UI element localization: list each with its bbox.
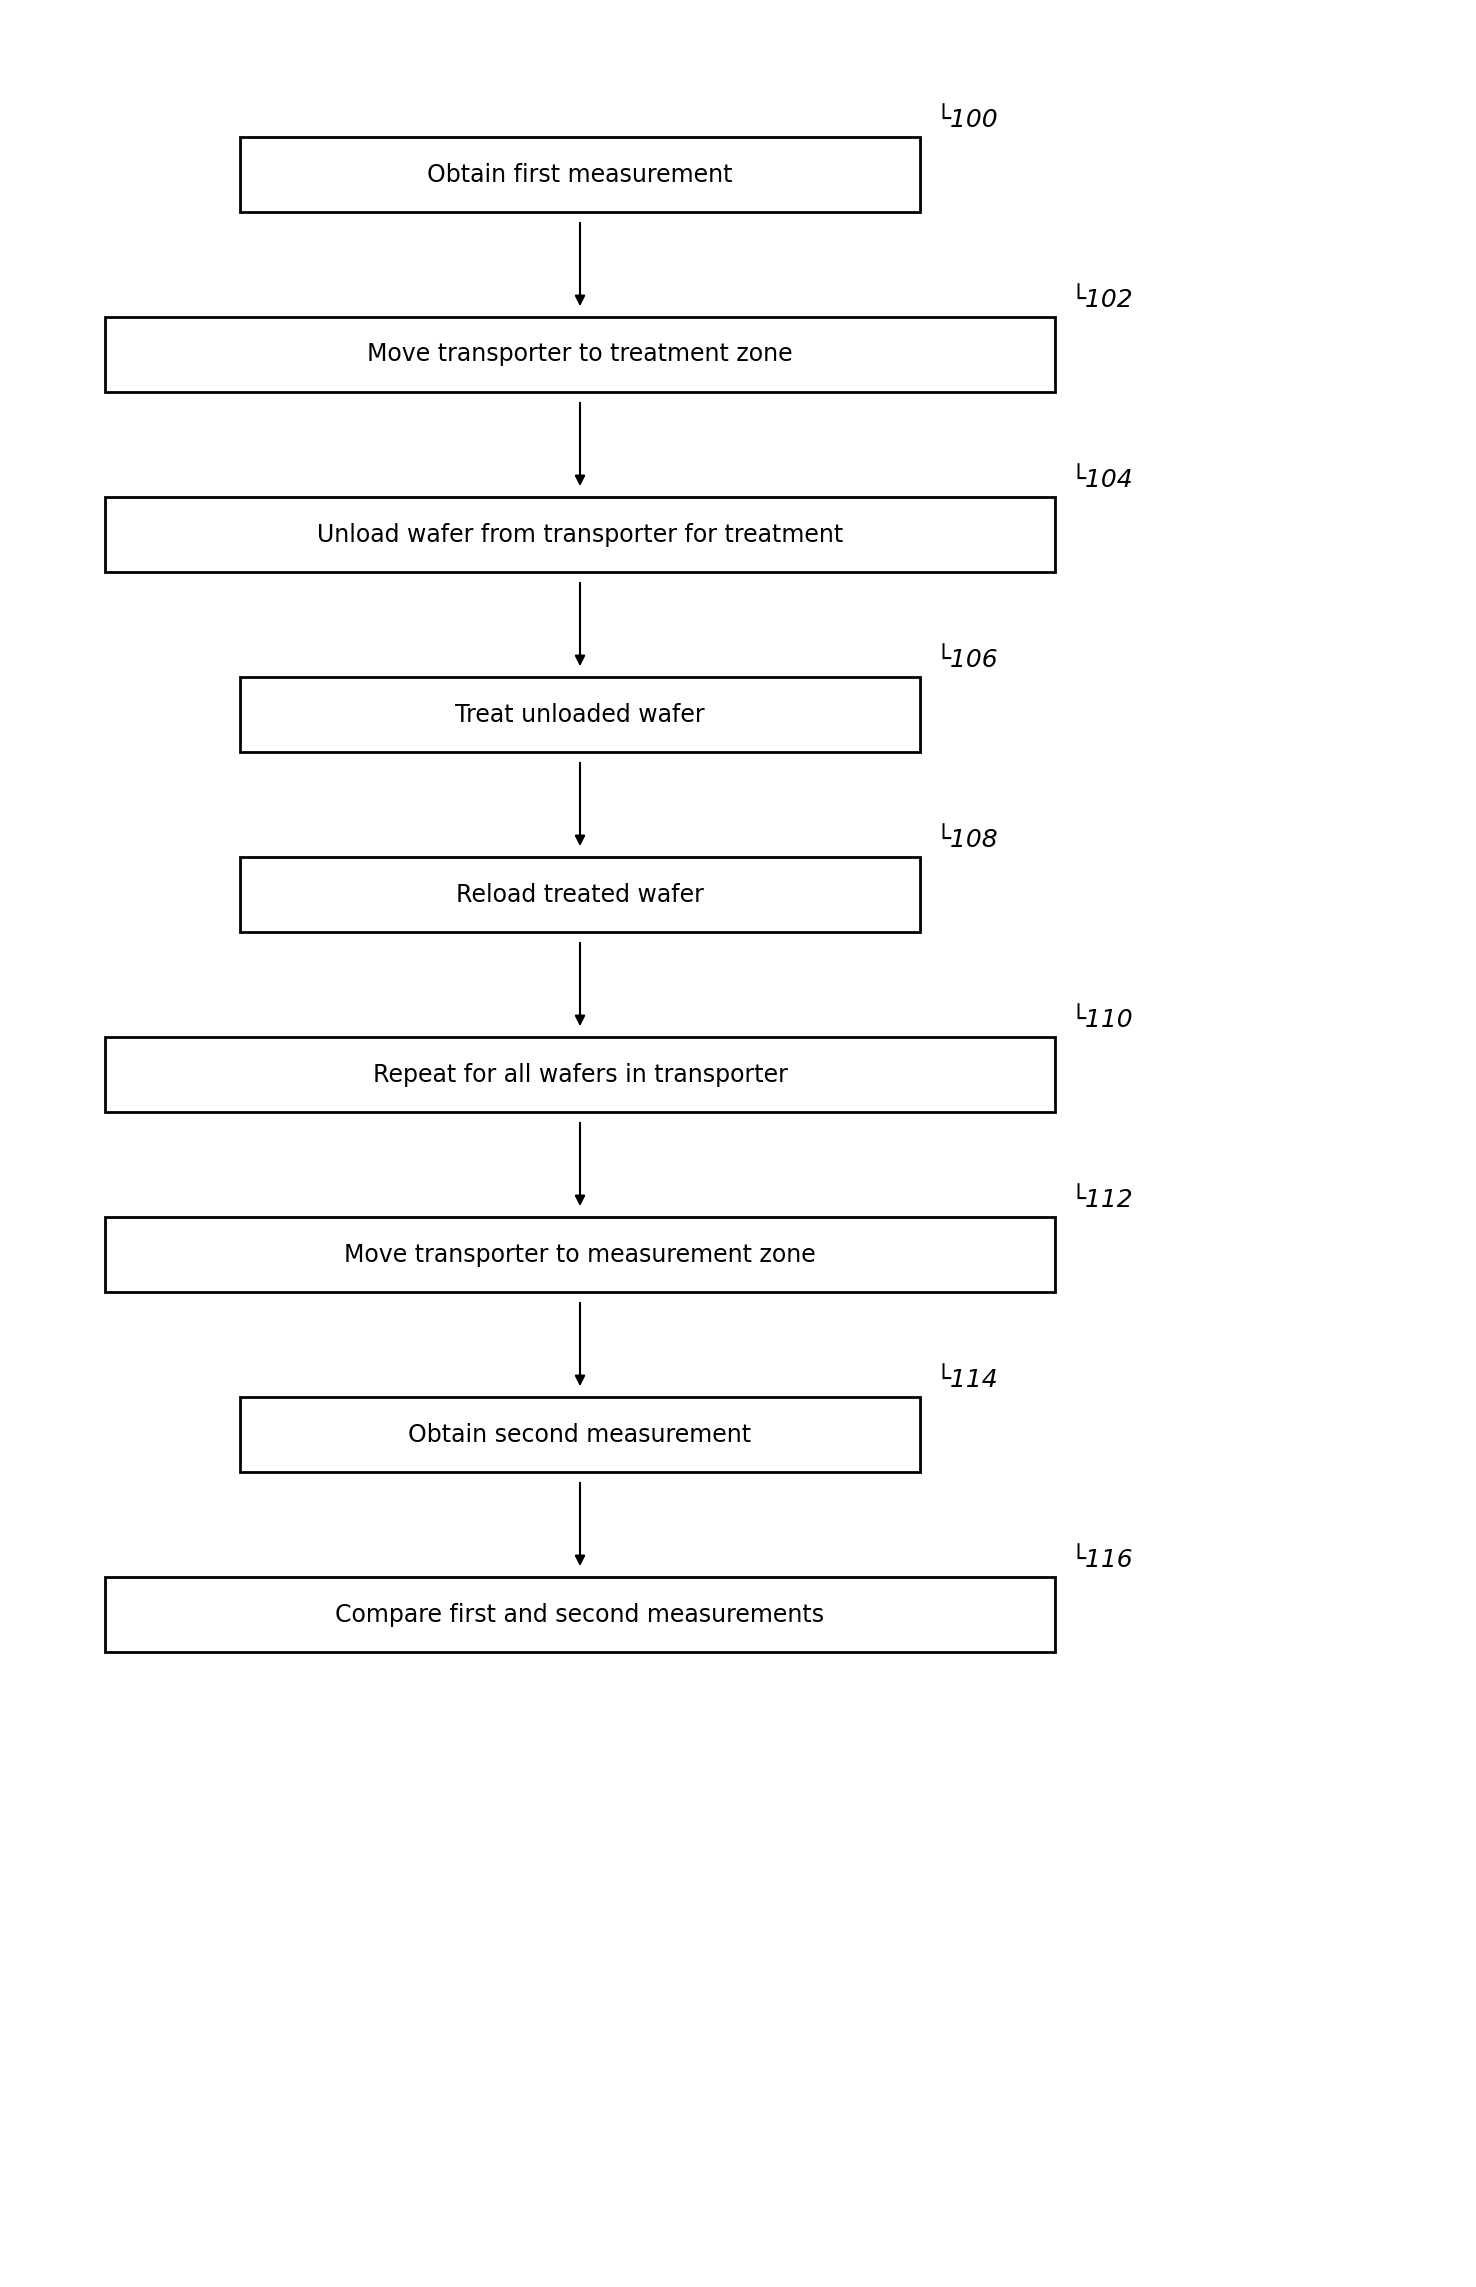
Text: └116: └116 [1070, 1548, 1132, 1571]
Text: └114: └114 [934, 1368, 998, 1393]
Text: Move transporter to measurement zone: Move transporter to measurement zone [344, 1242, 816, 1267]
Bar [241, 137, 920, 213]
Text: Compare first and second measurements: Compare first and second measurements [335, 1603, 825, 1626]
Text: └106: └106 [934, 647, 998, 672]
Text: Unload wafer from transporter for treatment: Unload wafer from transporter for treatm… [317, 521, 843, 547]
Bar [241, 1397, 920, 1473]
Text: Obtain second measurement: Obtain second measurement [409, 1423, 751, 1445]
Text: Repeat for all wafers in transporter: Repeat for all wafers in transporter [372, 1063, 787, 1086]
Text: └102: └102 [1070, 288, 1132, 311]
Bar [105, 1578, 1055, 1651]
Text: └112: └112 [1070, 1187, 1132, 1212]
Text: Treat unloaded wafer: Treat unloaded wafer [455, 702, 706, 727]
Bar [105, 1036, 1055, 1111]
Bar [105, 1217, 1055, 1292]
Text: └104: └104 [1070, 469, 1132, 492]
Text: └100: └100 [934, 107, 998, 133]
Bar [105, 318, 1055, 391]
Text: └110: └110 [1070, 1009, 1132, 1031]
Bar [241, 858, 920, 933]
Text: Reload treated wafer: Reload treated wafer [456, 883, 704, 906]
Text: Move transporter to treatment zone: Move transporter to treatment zone [368, 343, 793, 366]
Text: Obtain first measurement: Obtain first measurement [427, 162, 732, 188]
Text: └108: └108 [934, 828, 998, 853]
Bar [241, 677, 920, 752]
Bar [105, 496, 1055, 572]
